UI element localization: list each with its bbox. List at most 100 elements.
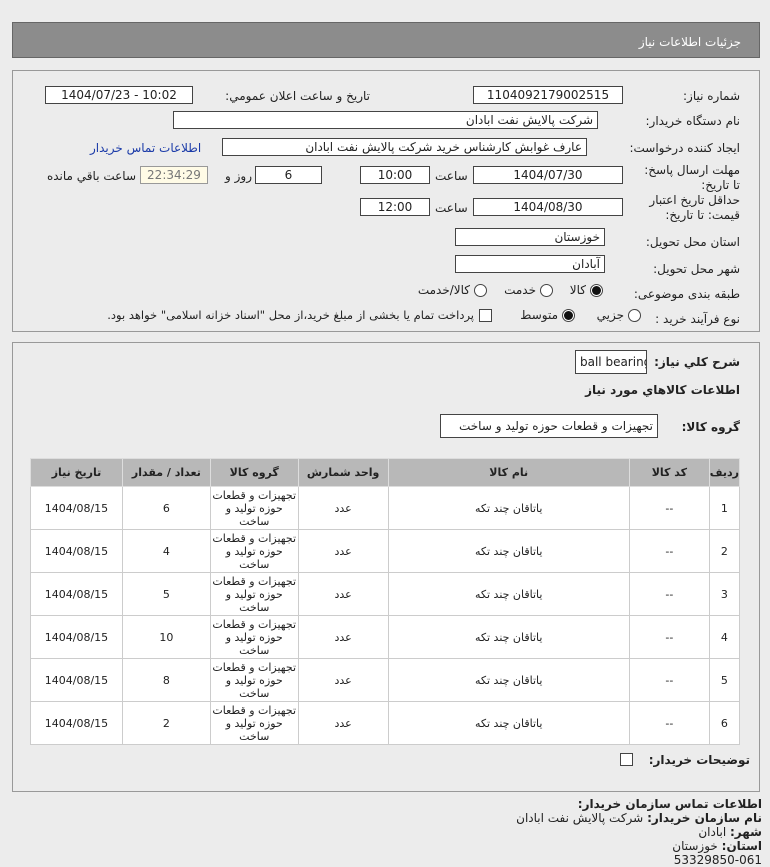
table-cell: 3 (708, 572, 741, 616)
table-cell: 6 (708, 701, 741, 745)
table-cell: 4 (121, 529, 211, 573)
need-number-field[interactable]: 1104092179002515 (473, 86, 623, 104)
table-cell: -- (628, 529, 710, 573)
table-row: 4 -- ياتاقان چند تکه عدد تجهيزات و قطعات حوز… (30, 615, 741, 659)
table-cell: عدد (297, 529, 389, 573)
table-cell: 1404/08/15 (30, 572, 123, 616)
column-header[interactable]: تعداد / مقدار (121, 458, 211, 487)
column-header[interactable]: نام کالا (387, 458, 630, 487)
table-cell: تجهيزات و قطعات حوزه توليد و ساخت (209, 572, 299, 616)
contact-org: شرکت پالايش نفت ابادان (516, 811, 644, 825)
column-header[interactable]: کد کالا (628, 458, 710, 487)
province-field[interactable]: خوزستان (455, 228, 605, 246)
category-goods-service-radio[interactable] (474, 284, 487, 297)
table-cell: تجهيزات و قطعات حوزه توليد و ساخت (209, 615, 299, 659)
column-header[interactable]: واحد شمارش (297, 458, 389, 487)
buyer-org-field[interactable]: شرکت پالايش نفت ابادان (173, 111, 598, 129)
group-field: تجهيزات و قطعات حوزه توليد و ساخت (440, 414, 658, 438)
table-cell: 5 (708, 658, 741, 702)
table-cell: عدد (297, 658, 389, 702)
process-medium-radio[interactable] (562, 309, 575, 322)
treasury-payment-label: پرداخت تمام يا بخشی از مبلغ خريد،از محل … (107, 308, 474, 322)
category-goods-service-label: کالا/خدمت (417, 283, 470, 297)
buyer-notes-checkbox[interactable] (620, 753, 633, 766)
goods-info-title: اطلاعات کالاهاي مورد نياز (585, 383, 740, 397)
city-label: شهر محل تحويل: (653, 262, 740, 276)
days-label: روز و (225, 169, 252, 183)
process-minor-radio[interactable] (628, 309, 641, 322)
table-cell: -- (628, 701, 710, 745)
table-cell: 10 (121, 615, 211, 659)
table-cell: -- (628, 658, 710, 702)
table-cell: تجهيزات و قطعات حوزه توليد و ساخت (209, 529, 299, 573)
buyer-notes-label: توضيحات خريدار: (648, 753, 750, 767)
contact-province-label: استان: (721, 839, 762, 853)
table-cell: 1404/08/15 (30, 486, 123, 530)
table-cell: ياتاقان چند تکه (387, 658, 630, 702)
table-cell: تجهيزات و قطعات حوزه توليد و ساخت (209, 486, 299, 530)
category-service-label: خدمت (504, 283, 536, 297)
city-field[interactable]: آبادان (455, 255, 605, 273)
days-field: 6 (255, 166, 322, 184)
deadline-date-field[interactable]: 1404/07/30 (473, 166, 623, 184)
remaining-label: ساعت باقي مانده (46, 169, 136, 183)
table-cell: 8 (121, 658, 211, 702)
deadline-label: مهلت ارسال پاسخ: تا تاريخ: (644, 163, 740, 192)
goods-table: رديف کد کالا نام کالا واحد شمارش گروه کالا تع… (30, 458, 741, 745)
validity-label: حداقل تاريخ اعتبار قيمت: تا تاريخ: (649, 193, 740, 222)
validity-date-field[interactable]: 1404/08/30 (473, 198, 623, 216)
table-cell: 6 (121, 486, 211, 530)
table-cell: ياتاقان چند تکه (387, 529, 630, 573)
contact-fax: 53329850-061 (673, 853, 762, 867)
table-cell: 4 (708, 615, 741, 659)
table-cell: 1404/08/15 (30, 658, 123, 702)
column-header[interactable]: تاريخ نياز (30, 458, 123, 487)
table-row: 2 -- ياتاقان چند تکه عدد تجهيزات و قطعات حوز… (30, 529, 741, 573)
table-cell: ياتاقان چند تکه (387, 701, 630, 745)
process-label: نوع فرآيند خريد : (655, 312, 740, 326)
table-cell: 2 (708, 529, 741, 573)
table-cell: عدد (297, 486, 389, 530)
table-cell: 2 (121, 701, 211, 745)
category-label: طبقه بندی موضوعی: (633, 287, 740, 301)
contact-city: ابادان (698, 825, 727, 839)
treasury-payment-checkbox[interactable] (479, 309, 492, 322)
table-cell: عدد (297, 701, 389, 745)
table-cell: عدد (297, 572, 389, 616)
announce-field[interactable]: 1404/07/23 - 10:02 (45, 86, 193, 104)
deadline-time-label: ساعت (435, 169, 468, 183)
process-medium-label: متوسط (520, 308, 558, 322)
deadline-time-field[interactable]: 10:00 (360, 166, 430, 184)
table-row: 5 -- ياتاقان چند تکه عدد تجهيزات و قطعات حوز… (30, 658, 741, 702)
table-cell: عدد (297, 615, 389, 659)
creator-label: ايجاد کننده درخواست: (629, 141, 740, 155)
buyer-contact-link[interactable]: اطلاعات تماس خريدار (90, 141, 202, 155)
table-cell: 1404/08/15 (30, 529, 123, 573)
table-header-row: رديف کد کالا نام کالا واحد شمارش گروه کالا تع… (30, 458, 741, 487)
table-cell: 5 (121, 572, 211, 616)
column-header[interactable]: رديف (708, 458, 741, 487)
creator-field[interactable]: عارف غوابش کارشناس خريد شرکت پالايش نفت … (222, 138, 587, 156)
category-service-radio[interactable] (540, 284, 553, 297)
table-cell: 1404/08/15 (30, 701, 123, 745)
table-cell: -- (628, 572, 710, 616)
table-cell: -- (628, 486, 710, 530)
buyer-org-label: نام دستگاه خريدار: (645, 114, 741, 128)
table-cell: تجهيزات و قطعات حوزه توليد و ساخت (209, 701, 299, 745)
category-goods-label: کالا (569, 283, 586, 297)
announce-label: تاريخ و ساعت اعلان عمومي: (225, 89, 370, 103)
validity-time-field[interactable]: 12:00 (360, 198, 430, 216)
table-cell: ياتاقان چند تکه (387, 572, 630, 616)
table-row: 6 -- ياتاقان چند تکه عدد تجهيزات و قطعات حوز… (30, 701, 741, 745)
table-cell: ياتاقان چند تکه (387, 615, 630, 659)
contact-city-label: شهر: (730, 825, 762, 839)
page-header: جزئيات اطلاعات نياز (12, 22, 760, 58)
process-minor-label: جزيي (596, 308, 624, 322)
validity-time-label: ساعت (435, 201, 468, 215)
category-goods-radio[interactable] (590, 284, 603, 297)
column-header[interactable]: گروه کالا (209, 458, 299, 487)
table-cell: -- (628, 615, 710, 659)
province-label: استان محل تحويل: (645, 235, 740, 249)
group-label: گروه کالا: (681, 420, 740, 434)
table-row: 1 -- ياتاقان چند تکه عدد تجهيزات و قطعات حوز… (30, 486, 741, 530)
